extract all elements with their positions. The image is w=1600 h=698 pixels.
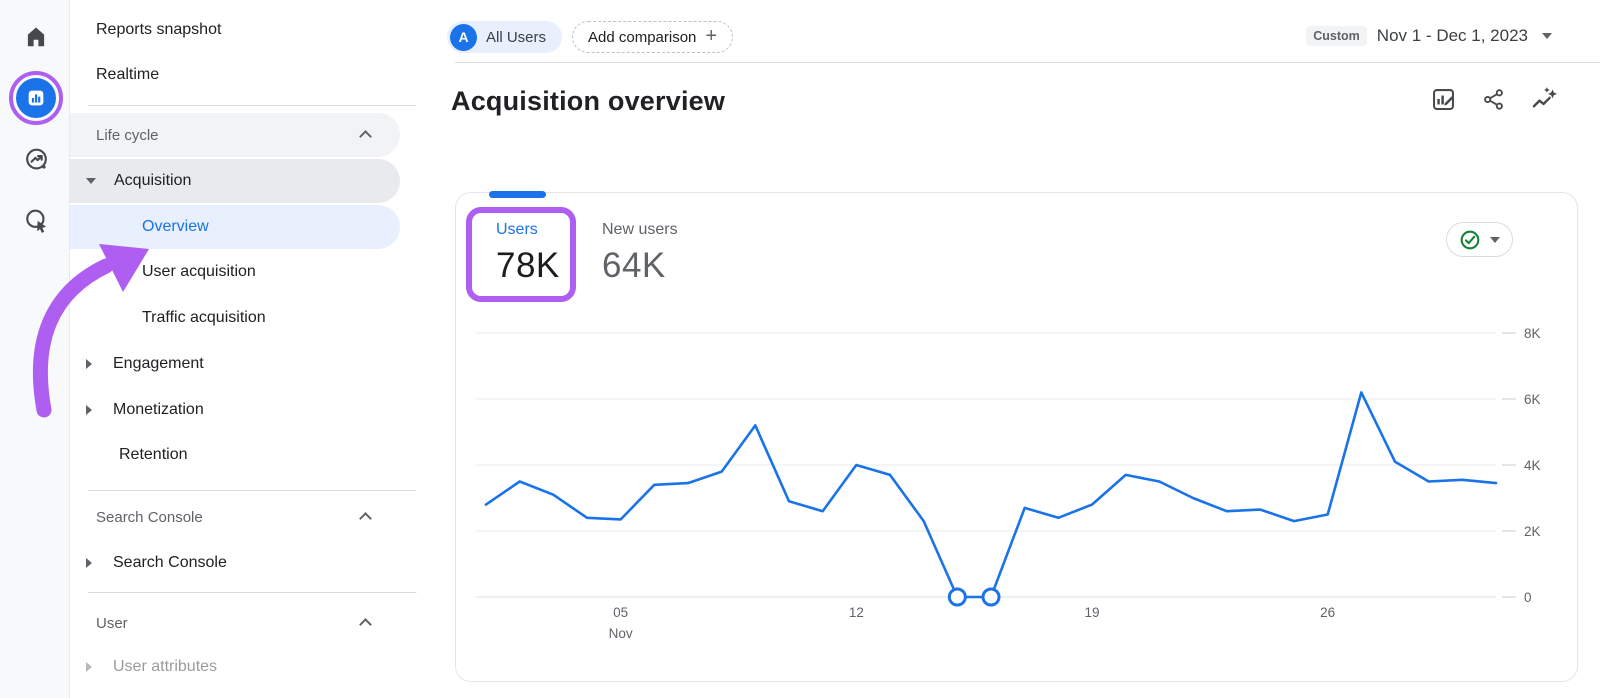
sidebar-item-realtime[interactable]: Realtime bbox=[96, 66, 160, 83]
chevron-up-icon bbox=[359, 618, 372, 631]
caret-right-icon bbox=[86, 558, 92, 568]
caret-down-icon bbox=[86, 178, 96, 184]
caret-right-icon bbox=[86, 405, 92, 415]
reports-icon[interactable] bbox=[16, 78, 56, 118]
users-line-chart: 0 2K 4K 6K 8K 05 Nov 12 19 26 bbox=[476, 313, 1576, 663]
sidebar-item-engagement[interactable]: Engagement bbox=[70, 342, 400, 386]
metric-label: New users bbox=[602, 221, 678, 238]
chevron-up-icon bbox=[359, 130, 372, 143]
app-rail bbox=[0, 0, 70, 698]
sidebar-item-traffic-acquisition[interactable]: Traffic acquisition bbox=[142, 309, 266, 326]
metric-tab-new-users[interactable]: New users 64K bbox=[602, 221, 678, 286]
caret-down-icon bbox=[1542, 33, 1552, 39]
sidebar-divider bbox=[88, 592, 417, 593]
active-tab-indicator bbox=[489, 191, 546, 198]
sidebar-item-search-console[interactable]: Search Console bbox=[70, 541, 400, 585]
highlighted-data-point bbox=[981, 587, 1001, 607]
y-axis-label: 0 bbox=[1524, 590, 1532, 605]
sidebar-divider bbox=[88, 490, 417, 491]
insights-icon[interactable] bbox=[1528, 84, 1558, 114]
metric-tab-users[interactable]: Users 78K bbox=[496, 221, 560, 286]
page-title: Acquisition overview bbox=[451, 86, 726, 116]
header-divider bbox=[455, 62, 1600, 63]
plus-icon: + bbox=[705, 25, 718, 47]
caret-right-icon bbox=[86, 662, 92, 672]
highlighted-data-point bbox=[947, 587, 967, 607]
y-axis-label: 6K bbox=[1524, 392, 1541, 407]
comparison-label: All Users bbox=[486, 28, 547, 46]
advertising-icon[interactable] bbox=[16, 200, 56, 240]
metric-label: Users bbox=[496, 221, 538, 238]
sidebar-section-search-console[interactable]: Search Console bbox=[70, 495, 400, 539]
x-axis-label: Nov bbox=[609, 626, 633, 641]
explore-icon[interactable] bbox=[16, 139, 56, 179]
home-icon[interactable] bbox=[16, 17, 56, 57]
y-axis-label: 8K bbox=[1524, 326, 1541, 341]
x-axis-label: 19 bbox=[1084, 605, 1099, 620]
sidebar-item-retention[interactable]: Retention bbox=[119, 446, 188, 463]
users-overview-card: Users 78K New users 64K 0 2K 4K 6K 8K 05 Nov 12… bbox=[455, 191, 1578, 682]
data-quality-dropdown[interactable] bbox=[1446, 222, 1513, 257]
sidebar-item-user-attributes[interactable]: User attributes bbox=[70, 645, 400, 689]
customize-report-icon[interactable] bbox=[1428, 84, 1458, 114]
comparison-all-users-pill[interactable]: A All Users bbox=[447, 21, 563, 53]
check-circle-icon bbox=[1460, 230, 1480, 249]
users-series-line bbox=[484, 391, 1498, 599]
reports-sidebar: Reports snapshot Realtime Life cycle Acq… bbox=[70, 0, 443, 698]
add-comparison-label: Add comparison bbox=[588, 28, 697, 46]
x-axis-label: 26 bbox=[1320, 605, 1335, 620]
date-range-type-badge: Custom bbox=[1306, 26, 1367, 46]
chevron-up-icon bbox=[359, 512, 372, 525]
x-axis-label: 05 bbox=[613, 605, 628, 620]
y-axis-label: 2K bbox=[1524, 524, 1541, 539]
share-icon[interactable] bbox=[1478, 84, 1508, 114]
sidebar-item-overview[interactable]: Overview bbox=[70, 205, 400, 249]
sidebar-item-acquisition[interactable]: Acquisition bbox=[70, 159, 400, 203]
x-axis-label: 12 bbox=[849, 605, 864, 620]
sidebar-item-reports-snapshot[interactable]: Reports snapshot bbox=[96, 21, 222, 38]
metric-value: 64K bbox=[602, 246, 666, 285]
caret-down-icon bbox=[1490, 236, 1500, 243]
sidebar-item-monetization[interactable]: Monetization bbox=[70, 388, 400, 432]
metric-value: 78K bbox=[496, 246, 560, 285]
sidebar-item-user-acquisition[interactable]: User acquisition bbox=[142, 263, 256, 280]
sidebar-section-life-cycle[interactable]: Life cycle bbox=[70, 113, 400, 157]
main-content: A All Users Add comparison + Custom Nov … bbox=[443, 0, 1600, 698]
caret-right-icon bbox=[86, 359, 92, 369]
sidebar-section-user[interactable]: User bbox=[70, 601, 400, 645]
date-range-selector[interactable]: Custom Nov 1 - Dec 1, 2023 bbox=[1306, 26, 1552, 46]
report-actions bbox=[1428, 84, 1558, 114]
y-axis-label: 4K bbox=[1524, 458, 1541, 473]
sidebar-divider bbox=[88, 105, 417, 106]
date-range-value: Nov 1 - Dec 1, 2023 bbox=[1376, 26, 1528, 45]
add-comparison-button[interactable]: Add comparison + bbox=[572, 21, 734, 53]
comparison-avatar: A bbox=[450, 23, 477, 51]
